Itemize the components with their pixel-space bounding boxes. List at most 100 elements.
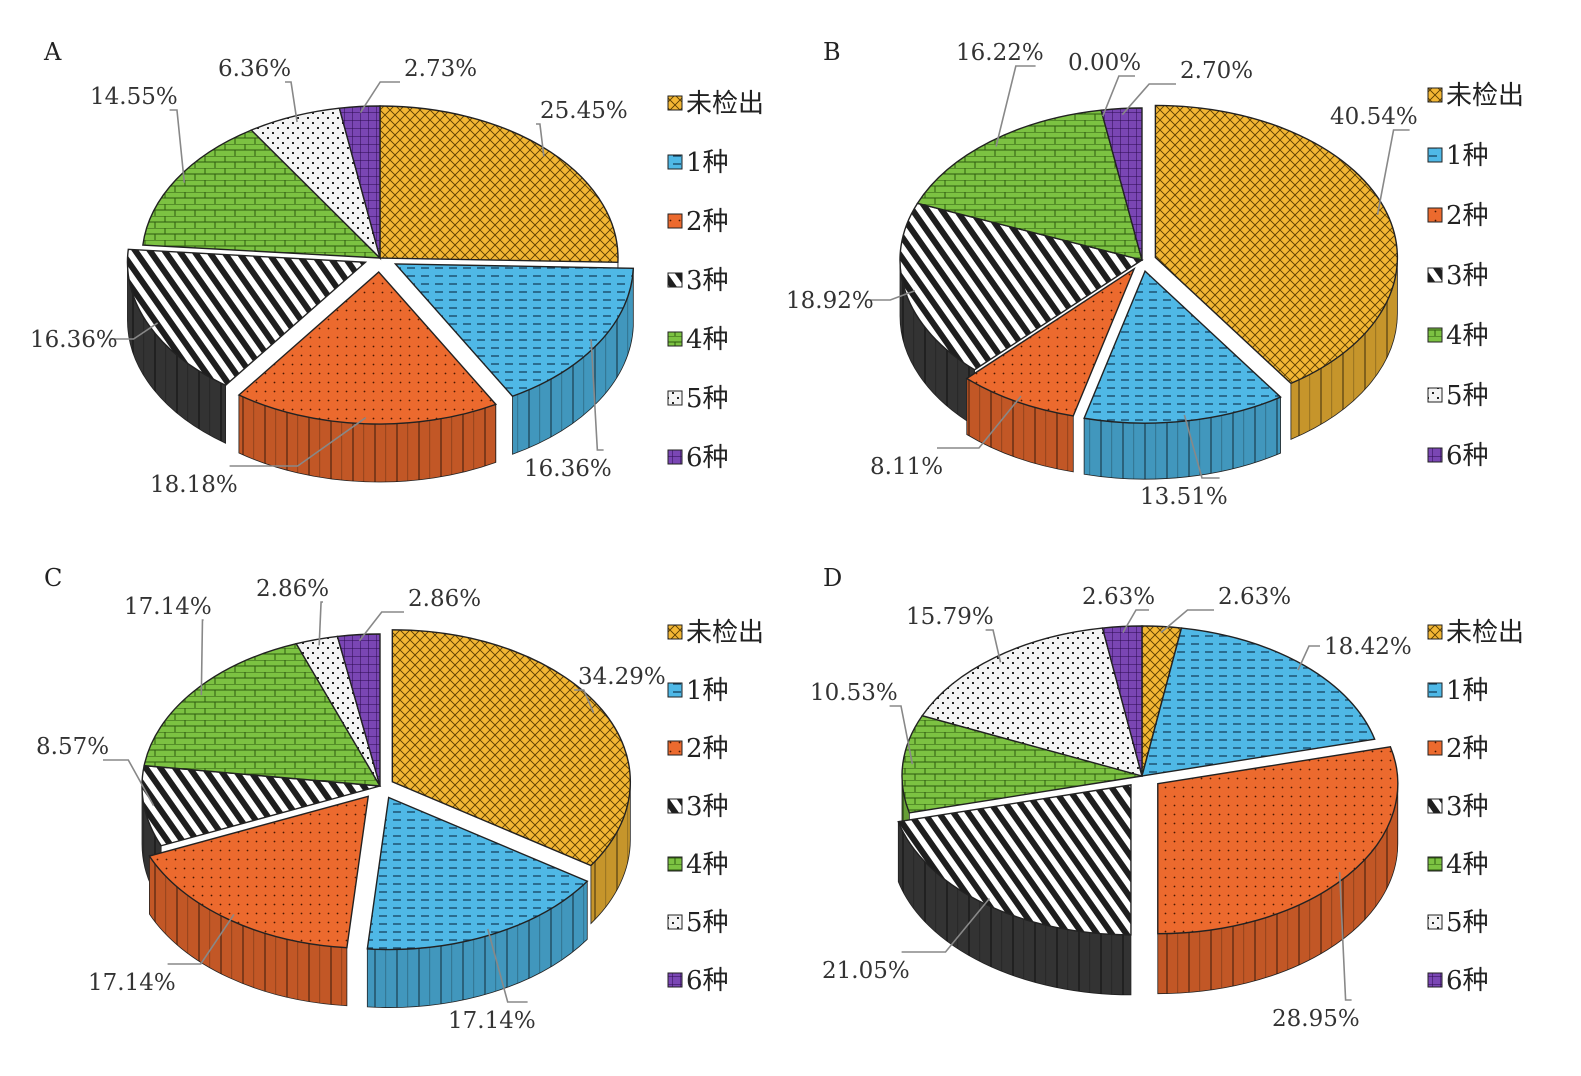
pie-panel-c: C 34.29% 17.14% 17.14% 8.57% 17.14% 2.86% 2.86%… <box>36 564 764 1034</box>
legend-swatch-未检出 <box>1427 624 1443 640</box>
pie-tops <box>141 629 632 951</box>
leader-line <box>937 395 1022 449</box>
pie-slice-3种 <box>141 764 381 847</box>
pie-depth <box>141 781 631 1008</box>
leader-line <box>167 913 235 965</box>
pie-side-shade <box>512 268 634 455</box>
data-label-2种: 17.14% <box>88 970 176 996</box>
legend-label-2种: 2种 <box>686 734 729 764</box>
pie-depth <box>897 775 1399 996</box>
legend-swatch-4种 <box>1427 856 1443 872</box>
data-label-6种: 2.86% <box>408 586 481 612</box>
data-label-3种: 21.05% <box>822 958 910 984</box>
pie-panel-b: B 40.54% 13.51% 8.11% 18.92% 16.22% 0.00% 2.70%… <box>786 38 1524 510</box>
legend-label-未检出: 未检出 <box>686 89 764 119</box>
pie-slice-2种 <box>237 271 498 425</box>
leader-line <box>358 611 404 642</box>
legend-label-6种: 6种 <box>1446 441 1489 471</box>
data-label-5种: 15.79% <box>906 604 994 630</box>
pie-labels: 2.63% 18.42% 28.95% 21.05% 10.53% 15.79% 2.63% <box>810 584 1412 1032</box>
pie-side-shade <box>1157 783 1398 994</box>
pie-slice-3种 <box>126 248 368 387</box>
legend-label-5种: 5种 <box>1446 381 1489 411</box>
leader-line <box>995 65 1036 147</box>
pie-depth <box>899 257 1398 480</box>
panel-letter: D <box>823 564 842 592</box>
pie-side-shade <box>149 856 347 1006</box>
pie-side-shade <box>1084 397 1281 480</box>
data-label-5种: 0.00% <box>1068 50 1141 76</box>
leader-line <box>1338 872 1352 1001</box>
legend-swatch-2种 <box>1427 207 1443 223</box>
pie-slice-2种 <box>148 795 370 949</box>
data-label-2种: 28.95% <box>1272 1006 1360 1032</box>
legend-label-6种: 6种 <box>686 966 729 996</box>
data-label-2种: 8.11% <box>870 454 943 480</box>
pie-side-shade <box>367 881 588 1008</box>
leader-line <box>536 123 545 157</box>
legend-label-1种: 1种 <box>1446 676 1489 706</box>
leader-line <box>889 705 914 765</box>
leader-line <box>103 759 155 806</box>
legend-swatch-2种 <box>1427 740 1443 756</box>
leader-line <box>229 417 367 467</box>
legend-swatch-未检出 <box>1427 87 1443 103</box>
pie-slice-未检出 <box>1154 104 1399 385</box>
data-label-未检出: 40.54% <box>1330 104 1418 130</box>
legend-swatch-1种 <box>1427 682 1443 698</box>
legend-label-1种: 1种 <box>686 676 729 706</box>
pie-labels: 25.45% 16.36% 18.18% 16.36% 14.55% 6.36% 2.73% <box>30 56 628 498</box>
data-label-未检出: 34.29% <box>578 664 666 690</box>
pie-slice-4种 <box>901 714 1143 814</box>
legend-label-4种: 4种 <box>686 850 729 880</box>
leader-line <box>1160 609 1214 634</box>
legend-label-1种: 1种 <box>1446 141 1489 171</box>
legend-label-5种: 5种 <box>1446 908 1489 938</box>
pie-tops <box>897 625 1399 936</box>
legend-swatch-3种 <box>667 798 683 814</box>
legend-swatch-5种 <box>1427 387 1443 403</box>
leader-line <box>200 619 204 696</box>
panel-letter: A <box>43 38 62 66</box>
pie-slice-2种 <box>1157 746 1399 935</box>
pie-slice-1种 <box>1141 627 1376 777</box>
data-label-4种: 10.53% <box>810 680 898 706</box>
legend: 未检出 1种 2种 3种 4种 5种 6种 <box>1427 81 1524 471</box>
leader-line <box>1122 609 1149 633</box>
data-label-5种: 6.36% <box>218 56 291 82</box>
pie-slice-6种 <box>336 633 381 787</box>
panel-letter: B <box>823 38 841 66</box>
legend-label-6种: 6种 <box>1446 966 1489 996</box>
legend-label-3种: 3种 <box>686 792 729 822</box>
leader-line <box>359 81 400 114</box>
legend-swatch-3种 <box>1427 267 1443 283</box>
pie-slice-6种 <box>1100 107 1143 261</box>
legend-swatch-2种 <box>667 213 683 229</box>
legend-label-4种: 4种 <box>1446 850 1489 880</box>
legend-label-2种: 2种 <box>1446 734 1489 764</box>
data-label-3种: 16.36% <box>30 327 118 353</box>
legend-swatch-未检出 <box>667 624 683 640</box>
legend-label-3种: 3种 <box>1446 792 1489 822</box>
leader-line <box>1376 129 1410 215</box>
data-label-4种: 14.55% <box>90 84 178 110</box>
legend-swatch-6种 <box>1427 972 1443 988</box>
pie-slice-未检出 <box>391 629 632 867</box>
legend-label-5种: 5种 <box>686 384 729 414</box>
leader-line <box>109 322 159 340</box>
pie-slice-未检出 <box>379 105 619 264</box>
pie-side-shade <box>127 262 226 444</box>
data-label-1种: 13.51% <box>1140 484 1228 510</box>
legend-label-5种: 5种 <box>686 908 729 938</box>
pie-slice-4种 <box>143 642 382 787</box>
pie-tops <box>899 104 1399 424</box>
pie-labels: 34.29% 17.14% 17.14% 8.57% 17.14% 2.86% 2.86% <box>36 576 666 1034</box>
data-label-4种: 17.14% <box>124 594 212 620</box>
pie-slice-3种 <box>897 784 1132 936</box>
legend-swatch-3种 <box>1427 798 1443 814</box>
legend-label-未检出: 未检出 <box>686 618 764 648</box>
legend-swatch-3种 <box>667 272 683 288</box>
leader-line <box>985 629 1002 663</box>
legend-label-未检出: 未检出 <box>1446 618 1524 648</box>
legend-swatch-2种 <box>667 740 683 756</box>
